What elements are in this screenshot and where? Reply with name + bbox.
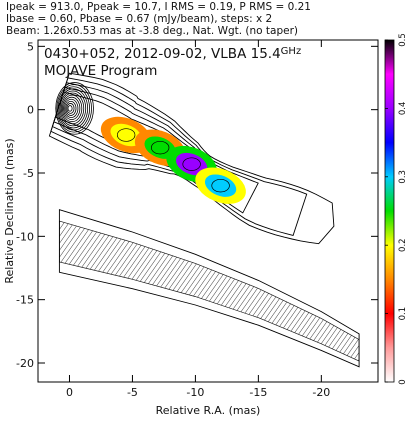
core-contour <box>60 92 85 125</box>
colorbar-tick-label: 0.4 <box>398 102 408 116</box>
patch-contour <box>211 178 230 193</box>
intensity-contour <box>51 82 259 214</box>
header-line2: Ibase = 0.60, Pbase = 0.67 (mJy/beam), s… <box>6 13 272 25</box>
x-tick-label: 0 <box>66 386 73 399</box>
core-contour <box>59 90 87 127</box>
y-tick-label: -10 <box>16 230 34 243</box>
colorbar-ticks: 0 0.1 0.2 0.3 0.4 0.5 <box>385 33 408 385</box>
intensity-contour <box>50 77 308 236</box>
evpa-hatch-region <box>59 220 360 362</box>
core-contour <box>58 88 89 129</box>
plot-title-main: 0430+052, 2012-09-02, VLBA 15.4 <box>44 46 281 62</box>
core-contour <box>62 94 83 123</box>
colorbar-tick-label: 0.5 <box>398 33 408 47</box>
y-tick-label: 0 <box>27 104 34 117</box>
polarization-patch-core <box>175 152 208 176</box>
patch-contour <box>116 128 136 142</box>
patch-contour <box>182 157 201 171</box>
plot-title: 0430+052, 2012-09-02, VLBA 15.4GHz <box>44 46 301 62</box>
core-contour <box>67 105 73 112</box>
y-tick-label: -20 <box>16 357 34 370</box>
polarized-envelope <box>58 209 360 368</box>
plot-title-unit: GHz <box>281 46 302 57</box>
x-tick-label: -5 <box>127 386 138 399</box>
x-tick-label: -15 <box>249 386 267 399</box>
core-contour <box>64 98 79 118</box>
colorbar-tick-label: 0.3 <box>398 170 408 184</box>
axis-ticks: 0 -5 -10 -15 -20 5 0 -5 -10 -15 -20 <box>16 40 378 399</box>
core-contour <box>57 86 90 131</box>
core-contour <box>66 103 75 114</box>
patch-contour <box>150 140 170 155</box>
x-tick-label: -10 <box>186 386 204 399</box>
polarization-patch-core <box>204 174 237 197</box>
plot-subtitle: MOJAVE Program <box>44 63 157 79</box>
y-tick-label: -5 <box>23 167 34 180</box>
colorbar-tick-label: 0.1 <box>398 307 408 321</box>
core-contour <box>63 96 81 121</box>
core-contour <box>65 100 77 116</box>
x-tick-label: -20 <box>312 386 330 399</box>
y-axis-label: Relative Declination (mas) <box>3 138 16 283</box>
intensity-contour <box>48 72 335 245</box>
core-contour <box>55 82 94 135</box>
header-line1: Ipeak = 913.0, Ppeak = 10.7, I RMS = 0.1… <box>6 1 311 13</box>
header-line3: Beam: 1.26x0.53 mas at -3.8 deg., Nat. W… <box>6 25 298 37</box>
colorbar-tick-label: 0.2 <box>398 238 408 252</box>
contour-layer <box>48 72 360 368</box>
polarization-patch-core <box>110 123 142 147</box>
core-contour <box>56 84 92 133</box>
colorbar <box>384 39 395 383</box>
y-tick-label: 5 <box>27 40 34 53</box>
y-tick-label: -15 <box>16 294 34 307</box>
colorbar-tick-label: 0 <box>398 379 408 384</box>
x-axis-label: Relative R.A. (mas) <box>156 404 261 417</box>
